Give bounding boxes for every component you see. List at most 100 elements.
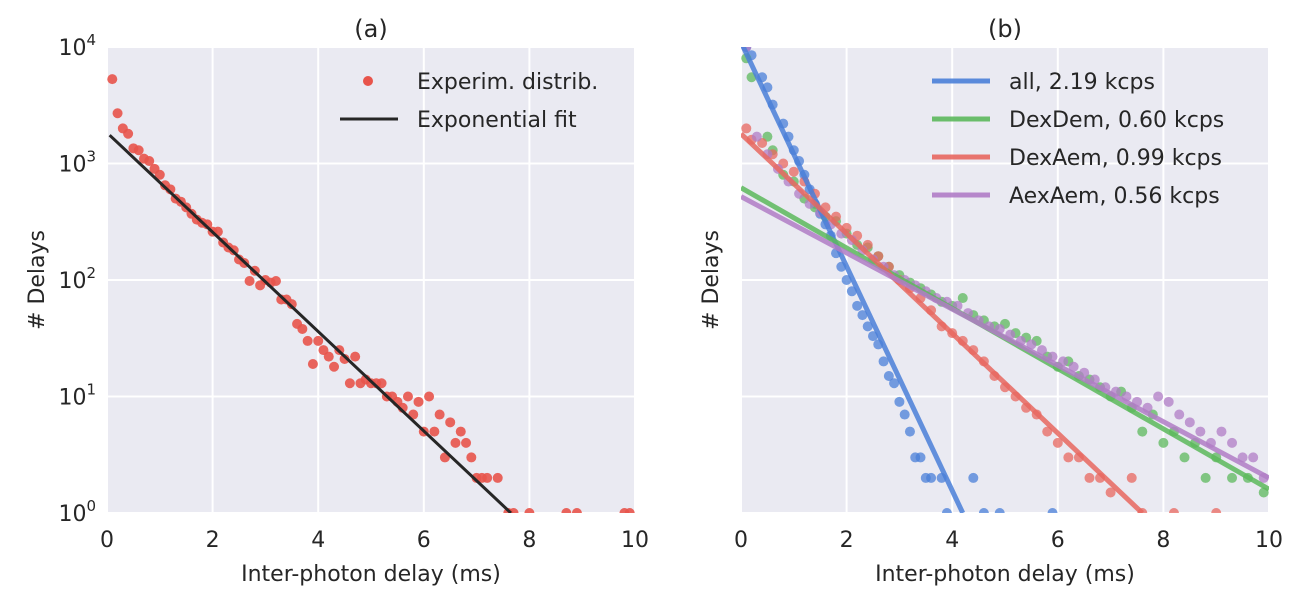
x-tick-label: 4 [945,528,959,553]
data-point-dexaem [788,166,799,177]
data-point-experim-distrib [302,335,313,346]
data-point-aexaem [1079,367,1090,378]
data-point-dexdem [1137,426,1148,437]
data-point-experim-distrib [297,323,308,334]
data-point-dexdem [1158,437,1169,448]
data-point-aexaem [1058,356,1069,367]
data-point-dexdem [1179,452,1190,463]
data-point-dexaem [1042,426,1053,437]
x-tick-label: 8 [522,528,536,553]
data-point-all [926,472,937,483]
y-axis-label-a: # Delays [25,230,50,330]
data-point-experim-distrib [350,351,361,362]
data-point-experim-distrib [376,378,387,389]
legend-label-exponential-fit: Exponential fit [417,108,577,133]
data-point-experim-distrib [434,409,445,420]
data-point-aexaem [1184,417,1195,428]
data-point-dexaem [1052,437,1063,448]
data-point-all [994,508,1005,513]
data-point-experim-distrib [339,353,350,364]
legend-b: all, 2.19 kcps DexDem, 0.60 kcps DexAem, 0… [932,70,1224,209]
data-point-dexaem [1168,508,1179,513]
x-tick-label: 4 [311,528,325,553]
legend-label-aexaem: AexAem, 0.56 kcps [1009,184,1220,209]
x-tick-label: 8 [1156,528,1170,553]
data-point-experim-distrib [624,508,635,513]
data-point-experim-distrib [202,219,213,230]
grid-a [106,46,636,514]
legend-marker-experim-distrib [363,76,373,86]
data-point-all [894,396,905,407]
x-tick-label: 10 [1255,528,1283,553]
marks-b [741,47,1269,513]
panel-a: (a) 0 2 4 6 8 10 100 101 102 103 104 Inter-photon… [25,15,649,587]
data-point-experim-distrib [424,391,435,402]
data-point-experim-distrib [154,169,165,180]
data-point-experim-distrib [413,396,424,407]
data-point-dexaem [1063,452,1074,463]
data-point-experim-distrib [133,145,144,156]
data-point-all [899,409,910,420]
data-point-all [862,321,873,332]
legend-label-dexaem: DexAem, 0.99 kcps [1009,146,1222,171]
data-point-aexaem [1153,391,1164,402]
data-point-dexaem [741,123,752,134]
data-point-all [852,300,863,311]
data-point-aexaem [1163,396,1174,407]
legend-a: Experim. distrib. Exponential fit [340,70,598,133]
data-point-experim-distrib [144,156,155,167]
data-point-experim-distrib [571,508,582,513]
data-point-dexaem [1105,487,1116,498]
legend-label-all: all, 2.19 kcps [1009,70,1155,95]
marks-a [107,74,635,513]
data-point-experim-distrib [461,437,472,448]
data-point-all [978,508,989,513]
data-point-all [904,426,915,437]
data-point-experim-distrib [492,472,503,483]
data-point-experim-distrib [466,452,477,463]
data-point-experim-distrib [307,359,318,370]
data-point-all [889,378,900,389]
x-tick-labels-a: 0 2 4 6 8 10 [100,528,649,553]
data-point-experim-distrib [112,108,123,119]
fit-line-exponential [108,134,512,513]
data-point-all [1047,508,1058,513]
fit-line-all [741,47,966,513]
data-point-aexaem [1026,339,1037,350]
data-point-experim-distrib [402,391,413,402]
data-point-aexaem [1174,409,1185,420]
legend-label-experim-distrib: Experim. distrib. [417,70,598,95]
data-point-experim-distrib [323,351,334,362]
plot-marks [107,74,635,513]
data-point-experim-distrib [123,128,134,139]
panel-title-b: (b) [988,15,1022,43]
data-point-all [878,356,889,367]
y-tick-label: 100 [58,497,96,527]
data-point-experim-distrib [329,361,340,372]
x-tick-label: 0 [100,528,114,553]
y-tick-labels-a: 100 101 102 103 104 [58,31,96,527]
data-point-dexdem [1227,472,1238,483]
data-point-dexaem [1211,508,1222,513]
data-point-aexaem [1195,426,1206,437]
data-point-experim-distrib [561,508,572,513]
data-point-dexdem [957,293,968,304]
data-point-experim-distrib [344,378,355,389]
x-axis-label-b: Inter-photon delay (ms) [875,562,1135,587]
y-tick-label: 102 [58,264,96,294]
plot-marks [741,47,1269,513]
data-point-all [883,370,894,381]
data-point-all [941,508,952,513]
data-point-experim-distrib [270,276,281,287]
y-tick-label: 101 [58,381,96,411]
data-point-aexaem [1216,426,1227,437]
y-tick-label: 103 [58,148,96,178]
data-point-all [846,286,857,297]
data-point-experim-distrib [445,417,456,428]
fit-line-aexaem [741,194,1269,481]
data-point-experim-distrib [286,299,297,310]
y-tick-label: 104 [58,31,96,61]
x-tick-label: 2 [840,528,854,553]
panel-title-a: (a) [354,15,387,43]
